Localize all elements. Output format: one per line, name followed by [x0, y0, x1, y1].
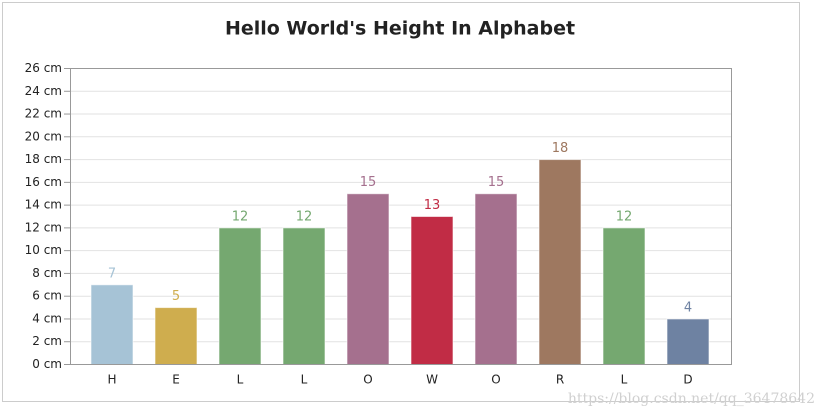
x-tick-label: W [426, 373, 438, 387]
data-label: 15 [488, 175, 505, 190]
data-label: 13 [424, 198, 441, 213]
y-tick-label: 12 cm [25, 220, 62, 234]
y-tick-label: 4 cm [32, 311, 62, 325]
x-tick-label: O [363, 373, 372, 387]
bar [154, 307, 198, 366]
data-label: 15 [360, 175, 377, 190]
bar [346, 193, 390, 365]
y-tick-label: 20 cm [25, 129, 62, 143]
x-tick-label: H [107, 373, 116, 387]
data-label: 4 [684, 300, 692, 315]
plot-frame [70, 68, 732, 365]
y-tick-label: 8 cm [32, 266, 62, 280]
y-tick-label: 14 cm [25, 198, 62, 212]
data-label: 12 [296, 209, 313, 224]
watermark: https://blog.csdn.net/qq_36478642 [568, 391, 815, 407]
x-tick-label: L [237, 373, 244, 387]
y-tick-label: 24 cm [25, 84, 62, 98]
data-label: 5 [172, 289, 180, 304]
bar [474, 193, 518, 365]
y-tick-label: 26 cm [25, 61, 62, 75]
y-tick-label: 0 cm [32, 357, 62, 371]
bar [410, 216, 454, 365]
chart-title: Hello World's Height In Alphabet [225, 18, 575, 40]
data-label: 12 [616, 209, 633, 224]
data-label: 18 [552, 141, 569, 156]
x-tick-label: E [172, 373, 180, 387]
x-tick-label: L [621, 373, 628, 387]
y-tick-label: 2 cm [32, 334, 62, 348]
x-tick-label: D [683, 373, 692, 387]
x-tick-label: L [301, 373, 308, 387]
bar [602, 227, 646, 365]
data-label: 12 [232, 209, 249, 224]
y-tick-label: 6 cm [32, 289, 62, 303]
bar [282, 227, 326, 365]
x-tick-label: R [556, 373, 564, 387]
bar [666, 318, 710, 366]
y-tick-label: 22 cm [25, 107, 62, 121]
y-tick-label: 10 cm [25, 243, 62, 257]
y-tick-label: 18 cm [25, 152, 62, 166]
data-label: 7 [108, 266, 116, 281]
bar [90, 284, 134, 365]
x-tick-label: O [491, 373, 500, 387]
bar [218, 227, 262, 365]
bar [538, 159, 582, 365]
y-tick-label: 16 cm [25, 175, 62, 189]
